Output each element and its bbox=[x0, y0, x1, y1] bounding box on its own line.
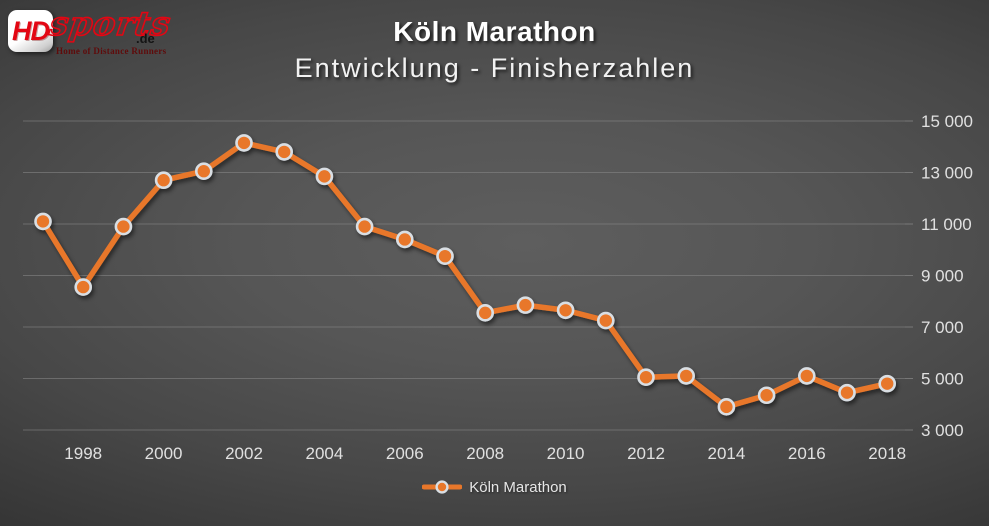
data-point-2016 bbox=[797, 367, 816, 385]
data-point-1998 bbox=[74, 278, 92, 296]
x-axis: 1998 2000 2002 2004 2006 2008 2010 2012 2014 2016… bbox=[64, 444, 906, 463]
data-point-2000 bbox=[154, 171, 173, 190]
data-point-2011 bbox=[596, 311, 615, 330]
data-point-2002 bbox=[235, 134, 253, 152]
x-axis-label: 2018 bbox=[868, 444, 906, 463]
x-axis-label: 2000 bbox=[145, 444, 183, 463]
logo-hd-box: HD bbox=[8, 10, 53, 52]
hdsports-logo: HD sports .de Home of Distance Runners bbox=[6, 3, 181, 62]
data-point-2004 bbox=[315, 167, 334, 186]
logo-hd-text: HD bbox=[12, 15, 50, 46]
series-line bbox=[40, 140, 890, 410]
data-point-1999 bbox=[114, 217, 133, 236]
data-point-2010 bbox=[556, 301, 575, 320]
chart-titles: Köln Marathon Entwicklung - Finisherzahl… bbox=[0, 16, 989, 84]
y-axis-label: 15 000 bbox=[921, 112, 973, 131]
data-point-2015 bbox=[757, 386, 776, 405]
data-point-2003 bbox=[275, 143, 294, 161]
series-group bbox=[34, 134, 897, 416]
x-axis-label: 2016 bbox=[788, 444, 826, 463]
logo-domain-text: .de bbox=[136, 31, 155, 46]
x-axis-label: 2006 bbox=[386, 444, 424, 463]
data-point-2017 bbox=[838, 383, 856, 402]
chart-title: Köln Marathon bbox=[393, 16, 596, 47]
data-point-2013 bbox=[677, 367, 696, 385]
data-point-2005 bbox=[355, 217, 374, 236]
chart-subtitle: Entwicklung - Finisherzahlen bbox=[294, 53, 695, 83]
y-axis-label: 13 000 bbox=[921, 164, 973, 183]
chart-legend: Köln Marathon bbox=[0, 478, 989, 496]
x-axis-label: 2014 bbox=[707, 444, 745, 463]
y-axis-label: 9 000 bbox=[921, 267, 964, 286]
y-axis-label: 11 000 bbox=[921, 215, 972, 234]
data-point-2007 bbox=[436, 247, 454, 265]
gridlines bbox=[23, 120, 905, 431]
data-point-2018 bbox=[878, 374, 897, 393]
x-axis-label: 2012 bbox=[627, 444, 665, 463]
data-point-2008 bbox=[476, 304, 495, 322]
legend-series-label: Köln Marathon bbox=[469, 478, 567, 496]
y-axis-label: 3 000 bbox=[921, 421, 964, 440]
x-axis-label: 2002 bbox=[225, 444, 263, 463]
y-axis-label: 7 000 bbox=[921, 318, 964, 337]
data-point-2001 bbox=[195, 162, 213, 181]
data-point-2009 bbox=[516, 296, 535, 314]
x-axis-label: 2008 bbox=[466, 444, 504, 463]
x-axis-label: 1998 bbox=[64, 444, 102, 463]
x-axis-label: 2010 bbox=[547, 444, 585, 463]
data-point-2012 bbox=[637, 368, 655, 387]
y-axis: 3 000 5 000 7 000 9 000 11 000 13 000 15 000 bbox=[905, 112, 973, 440]
logo-tagline: Home of Distance Runners bbox=[56, 46, 167, 56]
x-axis-label: 2004 bbox=[305, 444, 343, 463]
legend-marker-icon bbox=[422, 480, 463, 494]
data-point-2014 bbox=[717, 398, 736, 416]
y-axis-label: 5 000 bbox=[921, 370, 964, 389]
data-point-2006 bbox=[395, 230, 414, 249]
data-point-1997 bbox=[34, 212, 52, 231]
